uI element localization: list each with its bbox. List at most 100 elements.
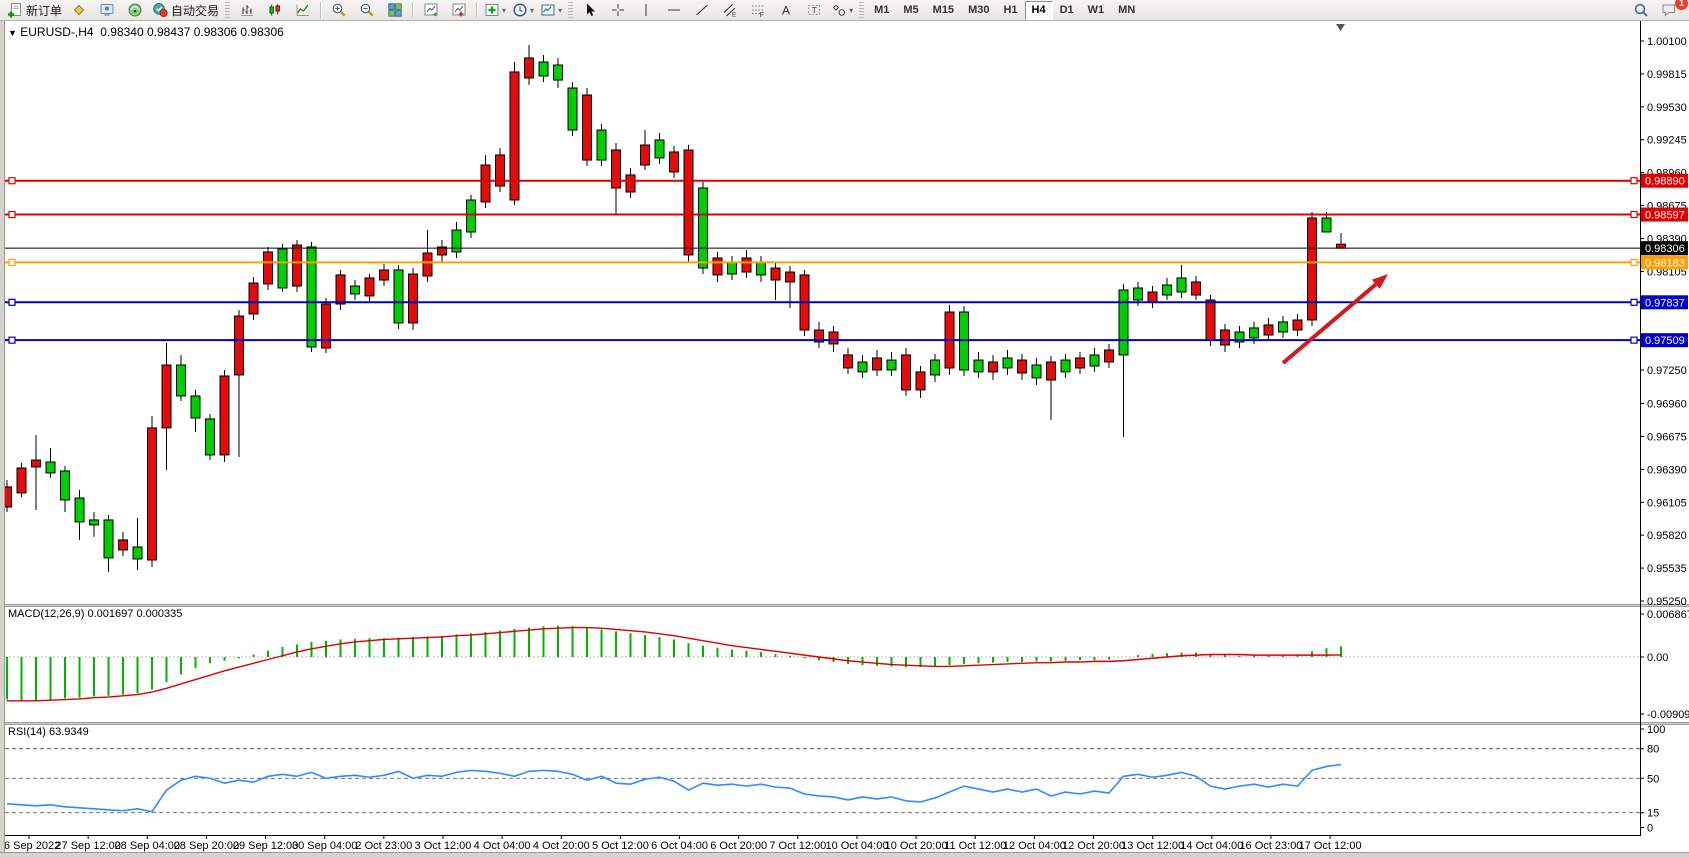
bull-candle bbox=[451, 229, 462, 253]
zoom-out-button[interactable] bbox=[353, 0, 381, 21]
svg-text:0.99815: 0.99815 bbox=[1647, 69, 1687, 81]
tf-m5[interactable]: M5 bbox=[903, 3, 919, 16]
tf-h1[interactable]: H1 bbox=[1003, 3, 1018, 16]
svg-text:F: F bbox=[760, 12, 764, 18]
svg-text:27 Sep 12:00: 27 Sep 12:00 bbox=[55, 840, 120, 852]
bear-candle bbox=[321, 303, 331, 349]
trendline-button[interactable] bbox=[688, 0, 716, 21]
macd-axis[interactable]: 0.006867 0.00 -0.009094 bbox=[1640, 609, 1689, 721]
bull-candle bbox=[654, 139, 665, 159]
price-axis[interactable]: 1.001000.998150.995300.992450.989600.986… bbox=[1640, 36, 1687, 608]
bear-candle bbox=[828, 331, 839, 345]
bars-icon bbox=[241, 5, 254, 16]
line-handle[interactable] bbox=[1630, 177, 1638, 185]
templates-button[interactable]: ▾ bbox=[537, 0, 565, 21]
periods-button[interactable]: ▾ bbox=[509, 0, 537, 21]
trendline-icon bbox=[696, 4, 708, 16]
crosshair-button[interactable] bbox=[604, 0, 632, 21]
line-handle[interactable] bbox=[1630, 298, 1638, 306]
metaeditor-icon bbox=[73, 4, 85, 16]
left-window-edge bbox=[0, 21, 5, 852]
notifications-button[interactable]: 1 bbox=[1655, 0, 1688, 21]
tf-m1[interactable]: M1 bbox=[874, 3, 890, 16]
bear-candle bbox=[872, 357, 882, 371]
bull-candle bbox=[886, 359, 897, 371]
tf-h4[interactable]: H4 bbox=[1024, 0, 1053, 20]
toolbar-separator bbox=[320, 2, 323, 18]
text-label-button[interactable]: T bbox=[800, 0, 828, 21]
collapse-triangle-icon[interactable]: ▼ bbox=[8, 28, 17, 38]
indicators-button[interactable]: ▾ bbox=[481, 0, 509, 21]
candlestick-chart-button[interactable] bbox=[261, 0, 289, 21]
bull-candle bbox=[1060, 359, 1071, 373]
navigator-button[interactable] bbox=[121, 0, 149, 21]
indicators-icon bbox=[485, 4, 499, 16]
fibonacci-button[interactable]: F bbox=[744, 0, 772, 21]
zoom-in-button[interactable] bbox=[325, 0, 353, 21]
bull-candle bbox=[1176, 277, 1187, 293]
metaeditor-button[interactable] bbox=[65, 0, 93, 21]
line-handle[interactable] bbox=[1630, 336, 1638, 344]
vertical-line-button[interactable] bbox=[632, 0, 660, 21]
tf-mn[interactable]: MN bbox=[1118, 3, 1136, 16]
price-badge-text: 0.98183 bbox=[1645, 257, 1685, 269]
bull-candle bbox=[190, 395, 201, 419]
bull-candle bbox=[857, 361, 868, 373]
chart-shift-marker[interactable] bbox=[1336, 24, 1345, 31]
autotrade-button[interactable]: 自动交易 bbox=[149, 0, 222, 21]
auto-arrange-button[interactable] bbox=[417, 0, 445, 21]
cursor-button[interactable] bbox=[576, 0, 604, 21]
chevron-down-icon: ▾ bbox=[530, 5, 535, 15]
svg-text:0.97250: 0.97250 bbox=[1647, 365, 1687, 377]
toolbar-grip bbox=[225, 2, 231, 18]
svg-text:30 Sep 04:00: 30 Sep 04:00 bbox=[292, 840, 357, 852]
svg-text:28 Sep 04:00: 28 Sep 04:00 bbox=[115, 840, 180, 852]
tf-m30[interactable]: M30 bbox=[968, 3, 990, 16]
line-handle[interactable] bbox=[8, 210, 16, 219]
line-handle[interactable] bbox=[8, 336, 16, 344]
bear-candle bbox=[480, 164, 491, 203]
panel-splitter[interactable] bbox=[0, 722, 1689, 725]
fibonacci-icon: F bbox=[752, 5, 765, 18]
trend-arrow[interactable] bbox=[1281, 274, 1388, 365]
tile-windows-button[interactable] bbox=[381, 0, 409, 21]
panel-splitter[interactable] bbox=[0, 604, 1689, 607]
hline-objects: 0.98890 0.98597 0.98306 0.98183 0.97837 0.975… bbox=[5, 173, 1688, 348]
search-button[interactable] bbox=[1627, 0, 1655, 21]
tf-m15[interactable]: M15 bbox=[932, 3, 955, 16]
rsi-axis[interactable]: 100 80 50 15 0 bbox=[1640, 724, 1665, 835]
line-handle[interactable] bbox=[1630, 258, 1638, 266]
horizontal-line-button[interactable] bbox=[660, 0, 688, 21]
svg-text:0: 0 bbox=[1647, 823, 1653, 835]
shapes-button[interactable]: ▾ bbox=[828, 0, 856, 21]
market-watch-button[interactable] bbox=[93, 0, 121, 21]
bull-candle bbox=[306, 246, 317, 348]
line-handle[interactable] bbox=[1630, 210, 1638, 219]
line-chart-button[interactable] bbox=[289, 0, 317, 21]
bear-candle bbox=[147, 427, 157, 561]
text-button[interactable]: A bbox=[772, 0, 800, 21]
line-handle[interactable] bbox=[8, 298, 16, 306]
line-handle[interactable] bbox=[8, 177, 16, 185]
svg-text:3 Oct 12:00: 3 Oct 12:00 bbox=[415, 840, 472, 852]
market-watch-icon bbox=[100, 4, 114, 16]
svg-text:10 Oct 04:00: 10 Oct 04:00 bbox=[825, 840, 888, 852]
svg-text:12 Oct 04:00: 12 Oct 04:00 bbox=[1003, 840, 1066, 852]
tf-w1[interactable]: W1 bbox=[1087, 3, 1105, 16]
bull-candle bbox=[1234, 331, 1245, 343]
channel-button[interactable]: E bbox=[716, 0, 744, 21]
bear-candle bbox=[1104, 349, 1114, 363]
line-handle[interactable] bbox=[8, 258, 16, 266]
new-order-button[interactable]: 新订单 bbox=[4, 0, 65, 21]
bar-chart-button[interactable] bbox=[233, 0, 261, 21]
bear-candle bbox=[625, 174, 636, 193]
price-badge bbox=[1641, 295, 1688, 310]
svg-text:28 Sep 20:00: 28 Sep 20:00 bbox=[174, 840, 239, 852]
bear-candle bbox=[234, 315, 244, 376]
tf-d1[interactable]: D1 bbox=[1059, 3, 1074, 16]
svg-text:0.96390: 0.96390 bbox=[1647, 464, 1687, 476]
bull-candle bbox=[1089, 354, 1100, 367]
chart-shift-button[interactable] bbox=[445, 0, 473, 21]
